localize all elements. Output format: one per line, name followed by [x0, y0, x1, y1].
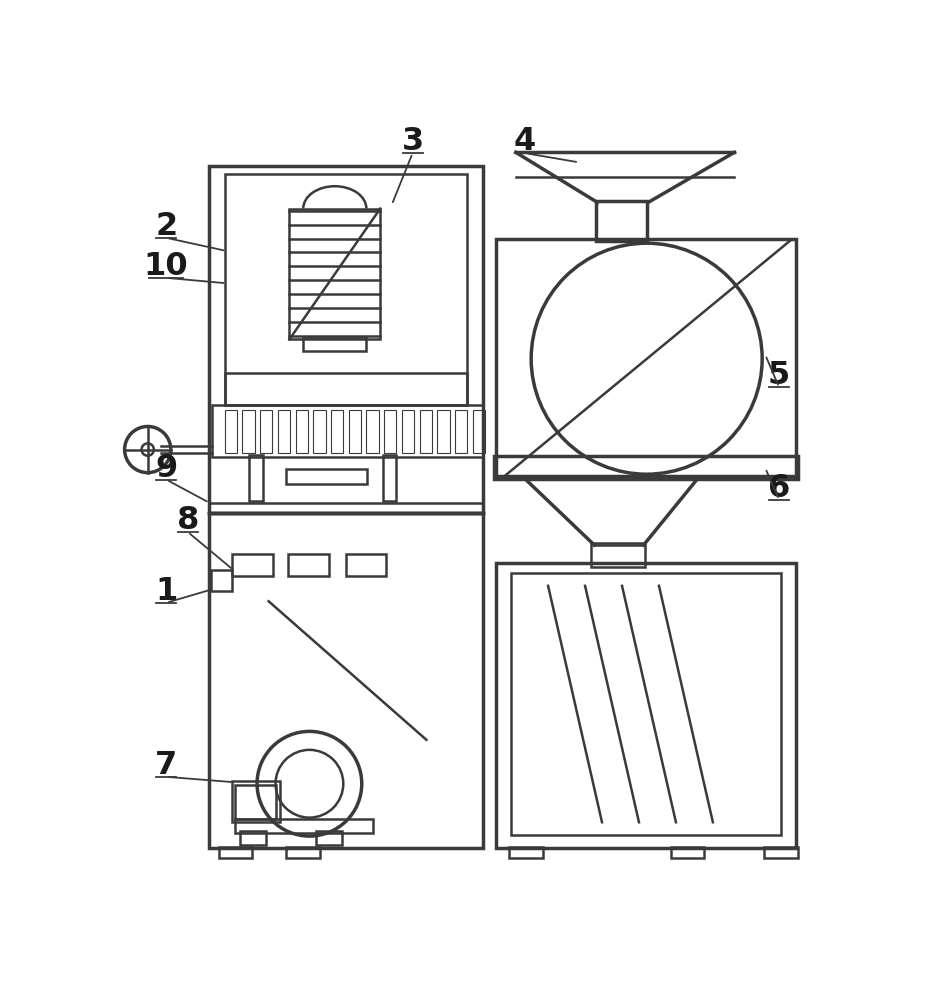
Bar — [313, 410, 325, 453]
Bar — [211, 570, 232, 591]
Text: 10: 10 — [144, 251, 188, 282]
Bar — [225, 174, 467, 405]
Text: 4: 4 — [513, 126, 535, 157]
Text: 5: 5 — [767, 360, 790, 391]
Text: 7: 7 — [155, 750, 177, 781]
Bar — [225, 410, 237, 453]
Bar — [213, 405, 483, 457]
Bar — [295, 410, 307, 453]
Bar — [382, 455, 396, 501]
Text: 8: 8 — [176, 505, 199, 536]
Bar — [218, 847, 252, 858]
Bar — [209, 166, 483, 513]
Bar — [232, 554, 273, 576]
Bar — [235, 785, 276, 819]
Bar — [242, 410, 254, 453]
Bar — [590, 543, 644, 567]
Bar — [277, 410, 290, 453]
Bar — [472, 410, 484, 453]
Bar — [209, 513, 483, 848]
Bar — [496, 563, 795, 848]
Bar — [509, 847, 542, 858]
Bar — [510, 573, 780, 835]
Text: 1: 1 — [155, 576, 177, 607]
Text: 3: 3 — [401, 126, 423, 157]
Bar — [235, 819, 372, 833]
Bar — [330, 410, 343, 453]
Bar — [383, 410, 396, 453]
Bar — [437, 410, 449, 453]
Bar — [419, 410, 432, 453]
Bar — [249, 455, 263, 501]
Bar — [225, 373, 467, 405]
Bar — [316, 831, 342, 845]
Text: 6: 6 — [767, 473, 790, 504]
Bar — [348, 410, 361, 453]
Bar — [496, 239, 795, 476]
Bar — [595, 201, 646, 241]
Text: 2: 2 — [155, 211, 177, 242]
Bar — [286, 469, 367, 484]
Bar — [670, 847, 703, 858]
Bar — [494, 456, 797, 479]
Bar — [763, 847, 797, 858]
Bar — [366, 410, 379, 453]
Bar — [288, 554, 329, 576]
Bar — [290, 209, 380, 339]
Bar — [239, 831, 266, 845]
Bar — [345, 554, 386, 576]
Bar — [286, 847, 320, 858]
Bar — [232, 781, 280, 822]
Bar — [455, 410, 467, 453]
Text: 9: 9 — [155, 453, 177, 484]
Bar — [303, 337, 366, 351]
Bar — [260, 410, 272, 453]
Bar — [402, 410, 414, 453]
